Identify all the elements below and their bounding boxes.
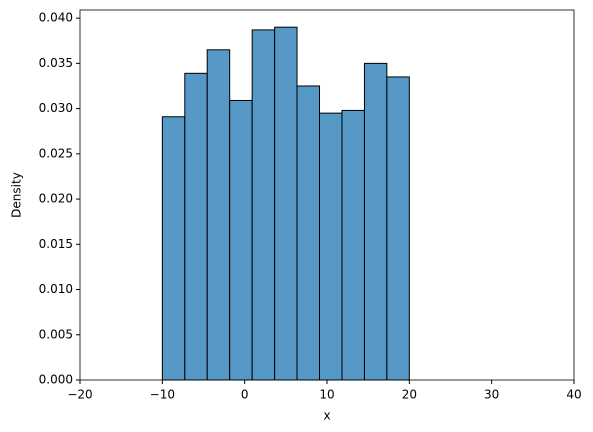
y-tick-label: 0.020 [39, 192, 73, 206]
y-tick-label: 0.010 [39, 282, 73, 296]
y-tick-label: 0.030 [39, 101, 73, 115]
x-tick-label: −10 [150, 388, 175, 402]
bar [161, 116, 186, 381]
x-tick-label: 20 [402, 388, 417, 402]
bar [386, 76, 410, 381]
y-tick-label: 0.015 [39, 237, 73, 251]
bar [363, 62, 388, 381]
y-tick-label: 0.035 [39, 56, 73, 70]
y-axis-label: Density [10, 172, 24, 218]
y-tick-label: 0.040 [39, 11, 73, 25]
bar [206, 49, 231, 381]
bar [319, 112, 343, 381]
x-tick-label: 10 [319, 388, 334, 402]
x-tick-label: −20 [67, 388, 92, 402]
y-tick-label: 0.025 [39, 146, 73, 160]
y-tick-label: 0.005 [39, 327, 73, 341]
plot-frame [79, 9, 575, 381]
bar [229, 99, 253, 381]
bar [341, 109, 365, 381]
x-tick-label: 0 [241, 388, 249, 402]
bar [184, 72, 208, 381]
x-axis-label: x [323, 409, 330, 423]
bar [296, 85, 321, 381]
x-tick-label: 40 [566, 388, 581, 402]
x-tick-label: 30 [484, 388, 499, 402]
bar [274, 26, 298, 381]
y-tick-label: 0.000 [39, 373, 73, 387]
bar [251, 29, 276, 381]
